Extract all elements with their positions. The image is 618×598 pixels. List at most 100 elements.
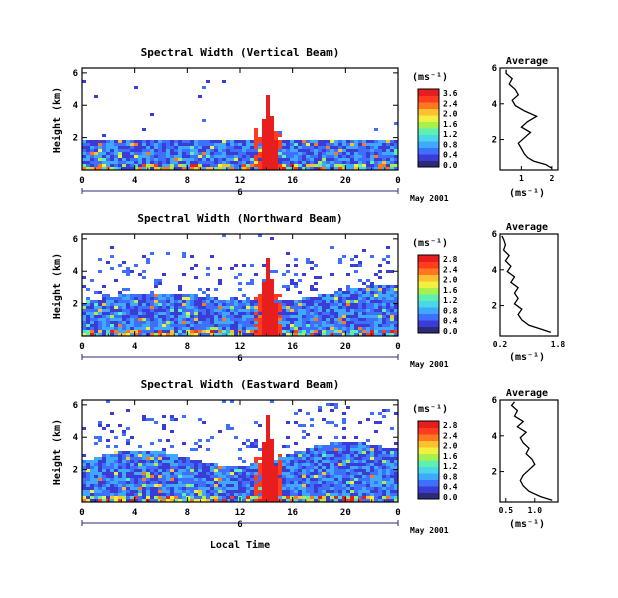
heatmap-cell xyxy=(118,490,122,493)
heatmap-cell xyxy=(270,140,274,143)
heatmap-cell xyxy=(310,167,314,170)
heatmap-cell xyxy=(206,439,210,442)
heatmap-cell xyxy=(258,318,262,321)
heatmap-cell xyxy=(350,306,354,309)
heatmap-cell xyxy=(298,424,302,427)
heatmap-cell xyxy=(374,158,378,161)
heatmap-cell xyxy=(106,140,110,143)
heatmap-cell xyxy=(182,315,186,318)
heatmap-cell xyxy=(174,493,178,496)
heatmap-cell xyxy=(158,460,162,463)
heatmap-cell xyxy=(234,436,238,439)
heatmap-cell xyxy=(210,149,214,152)
heatmap-cell xyxy=(310,318,314,321)
heatmap-cell xyxy=(174,143,178,146)
heatmap-cell xyxy=(350,324,354,327)
heatmap-cell xyxy=(246,484,250,487)
heatmap-cell xyxy=(294,161,298,164)
heatmap-cell xyxy=(94,487,98,490)
heatmap-cell xyxy=(306,309,310,312)
heatmap-cell xyxy=(114,436,118,439)
heatmap-cell xyxy=(182,457,186,460)
heatmap-cell xyxy=(342,158,346,161)
heatmap-cell xyxy=(150,152,154,155)
heatmap-cell xyxy=(242,466,246,469)
heatmap-cell xyxy=(334,161,338,164)
heatmap-cell xyxy=(354,149,358,152)
heatmap-cell xyxy=(190,167,194,170)
heatmap-cell xyxy=(110,324,114,327)
heatmap-cell xyxy=(90,469,94,472)
heatmap-cell xyxy=(194,164,198,167)
heatmap-cell xyxy=(370,327,374,330)
heatmap-cell xyxy=(158,481,162,484)
heatmap-cell xyxy=(326,143,330,146)
heatmap-cell xyxy=(250,167,254,170)
heatmap-cell xyxy=(274,469,278,472)
heatmap-cell xyxy=(374,478,378,481)
colorbar-segment xyxy=(418,261,439,269)
heatmap-cell xyxy=(302,430,306,433)
heatmap-cell xyxy=(174,164,178,167)
heatmap-cell xyxy=(234,469,238,472)
heatmap-cell xyxy=(294,264,298,267)
heatmap-cell xyxy=(334,327,338,330)
heatmap-cell xyxy=(330,146,334,149)
heatmap-cell xyxy=(86,312,90,315)
heatmap-cell xyxy=(250,327,254,330)
heatmap-cell xyxy=(394,143,398,146)
heatmap-cell xyxy=(318,297,322,300)
heatmap-cell xyxy=(266,273,270,276)
heatmap-cell xyxy=(242,472,246,475)
heatmap-cell xyxy=(306,167,310,170)
heatmap-cell xyxy=(270,321,274,324)
heatmap-cell xyxy=(190,460,194,463)
heatmap-cell xyxy=(330,445,334,448)
heatmap-cell xyxy=(106,309,110,312)
heatmap-cell xyxy=(102,324,106,327)
heatmap-cell xyxy=(270,137,274,140)
heatmap-cell xyxy=(330,155,334,158)
heatmap-cell xyxy=(102,493,106,496)
heatmap-cell xyxy=(386,312,390,315)
heatmap-cell xyxy=(82,496,86,499)
heatmap-cell xyxy=(202,327,206,330)
heatmap-cell xyxy=(210,327,214,330)
heatmap-cell xyxy=(226,487,230,490)
heatmap-cell xyxy=(210,306,214,309)
heatmap-cell xyxy=(86,306,90,309)
heatmap-cell xyxy=(386,327,390,330)
heatmap-cell xyxy=(390,330,394,333)
heatmap-cell xyxy=(226,466,230,469)
heatmap-cell xyxy=(282,158,286,161)
heatmap-cell xyxy=(190,493,194,496)
heatmap-cell xyxy=(382,469,386,472)
heatmap-cell xyxy=(322,321,326,324)
heatmap-cell xyxy=(122,152,126,155)
heatmap-cell xyxy=(262,122,266,125)
heatmap-cell xyxy=(278,463,282,466)
heatmap-cell xyxy=(286,493,290,496)
heatmap-cell xyxy=(98,490,102,493)
heatmap-cell xyxy=(142,164,146,167)
heatmap-cell xyxy=(294,487,298,490)
heatmap-cell xyxy=(238,487,242,490)
heatmap-cell xyxy=(354,324,358,327)
heatmap-cell xyxy=(334,330,338,333)
heatmap-cell xyxy=(162,481,166,484)
heatmap-cell xyxy=(214,315,218,318)
heatmap-cell xyxy=(178,318,182,321)
heatmap-cell xyxy=(114,140,118,143)
heatmap-cell xyxy=(386,318,390,321)
heatmap-cell xyxy=(342,164,346,167)
heatmap-cell xyxy=(138,140,142,143)
heatmap-cell xyxy=(154,496,158,499)
heatmap-cell xyxy=(346,288,350,291)
heatmap-cell xyxy=(178,321,182,324)
colorbar-units: (ms⁻¹) xyxy=(412,72,448,83)
heatmap-cell xyxy=(310,164,314,167)
heatmap-cell xyxy=(178,496,182,499)
heatmap-cell xyxy=(250,312,254,315)
heatmap-cell xyxy=(134,161,138,164)
